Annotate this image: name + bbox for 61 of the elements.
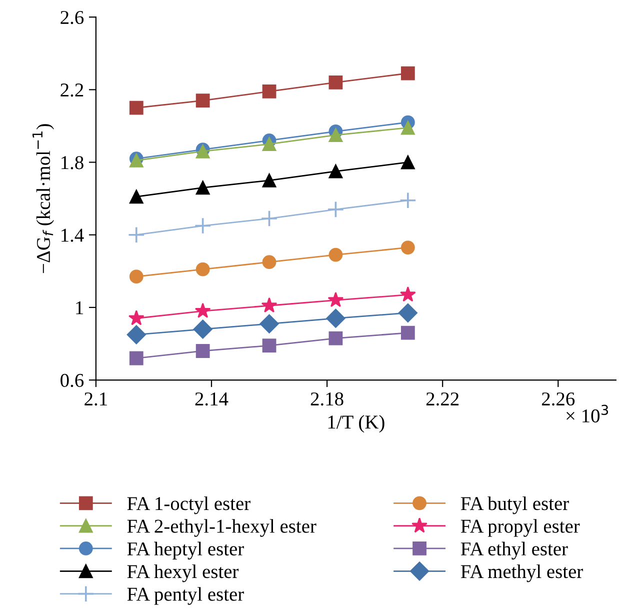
x-axis-title: 1/T (K) <box>328 415 384 433</box>
point <box>328 331 343 346</box>
point <box>129 270 144 284</box>
legend-label: FA 1-octyl ester <box>127 496 250 514</box>
point <box>326 308 346 328</box>
y-axis-title: −ΔG$_{f}$ (kcal·mol$^{−1}$) <box>32 124 54 274</box>
point <box>196 262 210 276</box>
y-tick-label: 1.8 <box>62 156 84 170</box>
legend-label: FA hexyl ester <box>127 564 239 582</box>
point <box>194 302 211 318</box>
point <box>400 286 416 302</box>
point <box>129 100 144 115</box>
point <box>262 84 276 98</box>
legend-label: FA butyl ester <box>460 496 569 514</box>
point <box>196 344 210 358</box>
point <box>327 200 344 218</box>
y-tick-label: 0.6 <box>60 374 84 388</box>
point <box>128 226 145 244</box>
point <box>194 217 212 234</box>
y-tick-label: 2.6 <box>60 10 84 24</box>
point <box>262 255 276 270</box>
point <box>328 248 343 262</box>
point <box>128 310 144 326</box>
y-tick-label: 2.2 <box>60 84 84 97</box>
point <box>399 192 416 209</box>
x-tick-label: 2.14 <box>195 392 228 406</box>
point <box>262 137 276 152</box>
point <box>398 303 418 322</box>
point <box>328 75 343 90</box>
x-tick-label: 2.26 <box>542 392 575 406</box>
point <box>196 180 210 195</box>
y-tick-label: 1 <box>76 301 83 314</box>
text: × 10$^{3}$ <box>566 404 608 422</box>
point <box>400 326 415 340</box>
point <box>400 155 415 170</box>
x-tick-label: 2.22 <box>426 392 459 406</box>
point <box>400 66 415 80</box>
point <box>400 120 415 135</box>
point <box>126 325 146 344</box>
point <box>129 190 144 204</box>
x-tick-label: 2.1 <box>84 392 107 406</box>
point <box>262 173 276 188</box>
legend-label: FA methyl ester <box>460 564 583 582</box>
x-tick-label: 2.18 <box>310 392 344 406</box>
y-tick-label: 1.4 <box>62 228 84 242</box>
point <box>328 128 343 142</box>
point <box>260 210 278 228</box>
point <box>262 338 276 352</box>
legend-label: FA 2-ethyl-1-hexyl ester <box>127 519 316 537</box>
point <box>328 164 343 178</box>
point <box>129 351 144 366</box>
point <box>261 297 278 312</box>
point <box>260 314 279 334</box>
legend-label: FA propyl ester <box>460 519 580 537</box>
point <box>400 240 415 254</box>
point <box>193 320 212 339</box>
point <box>196 94 210 108</box>
point <box>328 292 344 308</box>
legend-label: FA ethyl ester <box>460 542 568 560</box>
legend-label: FA pentyl ester <box>127 587 244 605</box>
legend-label: FA heptyl ester <box>127 542 244 560</box>
